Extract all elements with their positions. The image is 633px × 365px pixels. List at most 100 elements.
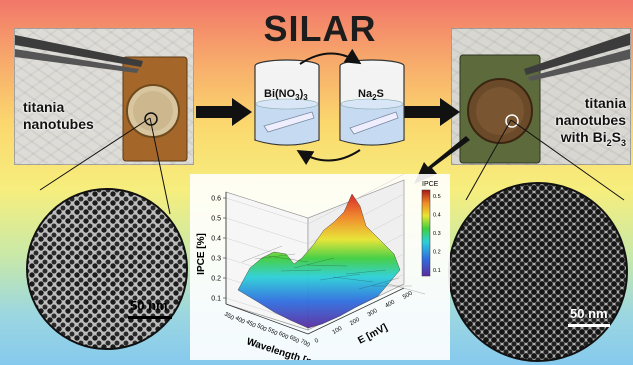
mesh-line — [293, 257, 335, 269]
mesh-line — [384, 282, 426, 295]
right-label-s: S — [611, 129, 621, 145]
left-label-line1: titania — [23, 99, 65, 115]
arrow-right-icon — [196, 98, 252, 126]
sem-left-scale-bar — [128, 316, 172, 319]
x-tick-label: 450 — [245, 319, 257, 330]
z-tick-label: 0.1 — [211, 296, 221, 303]
left-label-line2: nanotubes — [23, 116, 94, 132]
mesh-line — [332, 276, 374, 283]
surface-mesh — [241, 245, 426, 295]
right-photo-label: titania nanotubes with Bi2S3 — [552, 95, 626, 152]
z-ticks: 0.1 0.2 0.3 0.4 0.5 0.6 — [211, 196, 226, 303]
na-prefix: Na — [358, 88, 373, 100]
left-photo-label: titania nanotubes — [23, 99, 94, 133]
colorbar-tick-label: 0.2 — [433, 250, 441, 256]
x-tick-label: 350 — [223, 312, 235, 323]
beaker-bi-nitrate — [254, 59, 320, 146]
right-label-with-bi: with Bi — [560, 129, 607, 145]
right-label-sub1: 2 — [606, 137, 612, 148]
tweezers-arm-icon — [15, 49, 139, 73]
y-tick-label: 0 — [314, 338, 320, 345]
photo-titania-nanotubes: titania nanotubes — [14, 28, 194, 165]
sample-photo-illustration — [15, 35, 188, 162]
zoom-marker-right — [505, 114, 519, 128]
mesh-line — [241, 245, 283, 263]
colorbar-tick-label: 0.1 — [433, 268, 441, 274]
zoom-line-right-2 — [510, 119, 625, 201]
y-tick-label: 300 — [367, 308, 379, 319]
zoom-line-left-2 — [39, 117, 151, 191]
tweezers-right-icon — [524, 33, 630, 75]
z-tick-label: 0.2 — [211, 276, 221, 283]
bi-mid: ) — [299, 88, 304, 100]
beaker-label-bi: Bi(NO3)3 — [264, 88, 308, 102]
tweezers-icon — [15, 35, 143, 67]
colorbar-tick-label: 0.4 — [433, 213, 441, 219]
z-tick-label: 0.5 — [211, 216, 221, 223]
bi-sub2: 3 — [303, 93, 308, 103]
z-tick-label: 0.6 — [211, 196, 221, 203]
colorbar — [421, 189, 431, 277]
sample-photo-illustration-right — [459, 33, 630, 164]
gridline-right — [307, 174, 405, 225]
mesh-line — [358, 277, 400, 290]
right-label-line2: nanotubes — [555, 112, 626, 128]
y-tick-label: 400 — [384, 299, 396, 310]
y-ticks: 0 100 200 300 400 500 — [314, 290, 414, 345]
colorbar-tick-label: 0.5 — [433, 194, 441, 200]
tweezers-right-arm-icon — [528, 49, 630, 81]
x-ticks: 350 400 450 500 550 600 650 700 — [223, 312, 311, 350]
beaker-na2s — [339, 59, 405, 146]
x-tick-label: 650 — [288, 335, 300, 346]
sem-right-scale-bar — [568, 324, 610, 327]
sample-disk-inner — [133, 91, 173, 131]
mesh-line — [345, 269, 387, 275]
colorbar-title: IPCE — [422, 181, 439, 188]
sem-image-left — [26, 188, 188, 350]
sem-image-right — [448, 182, 628, 362]
sem-right-scale-label: 50 nm — [570, 306, 608, 321]
ipce-surface — [237, 193, 401, 329]
x-tick-label: 700 — [299, 339, 311, 350]
arrow-right-2-icon — [404, 98, 460, 126]
cycle-arrow-top-icon — [299, 48, 362, 65]
gridline-left — [225, 237, 309, 265]
bi-sub1: 3 — [295, 93, 300, 103]
sample-disk-right-inner — [476, 87, 524, 135]
ipce-surface-chart: 0.10.20.30.40.50.6 350 400 450 500 550 600 650… — [190, 174, 450, 360]
x-axis-line — [225, 303, 309, 335]
z-tick-label: 0.4 — [211, 236, 221, 243]
zoom-line-right-1 — [465, 119, 512, 201]
x-tick-label: 600 — [277, 331, 289, 342]
cycle-arrow-bottom-icon — [296, 149, 361, 166]
y-tick-label: 100 — [332, 325, 344, 336]
mesh-line — [254, 253, 296, 260]
x-tick-label: 500 — [256, 323, 268, 334]
silar-title: SILAR — [263, 8, 377, 49]
mesh-line — [280, 269, 322, 272]
zoom-line-left-1 — [149, 117, 171, 215]
y-axis-line — [307, 287, 405, 335]
gridline-left — [225, 197, 309, 225]
gridline-left — [225, 217, 309, 245]
colorbar-tick-label: 0.3 — [433, 231, 441, 237]
arrow-down-left-icon — [414, 136, 470, 184]
x-tick-label: 550 — [266, 327, 278, 338]
na-sub1: 2 — [372, 93, 377, 103]
y-tick-label: 200 — [349, 317, 361, 328]
mesh-line — [267, 255, 309, 263]
na-mid: S — [376, 88, 384, 100]
z-axis-label: IPCE [%] — [196, 233, 207, 275]
right-label-line1: titania — [584, 95, 626, 111]
z-tick-label: 0.3 — [211, 256, 221, 263]
beaker-label-na: Na2S — [358, 88, 384, 102]
right-label-sub2: 3 — [620, 137, 626, 148]
right-label-line3: with Bi2S3 — [552, 129, 626, 152]
sem-left-scale-label: 50 nm — [130, 298, 168, 313]
colorbar-ticks: 0.5 0.4 0.3 0.2 0.1 — [433, 194, 441, 274]
mesh-line — [319, 273, 361, 281]
x-tick-label: 400 — [234, 315, 246, 326]
y-tick-label: 500 — [402, 290, 414, 301]
bi-prefix: Bi(NO — [264, 88, 296, 100]
